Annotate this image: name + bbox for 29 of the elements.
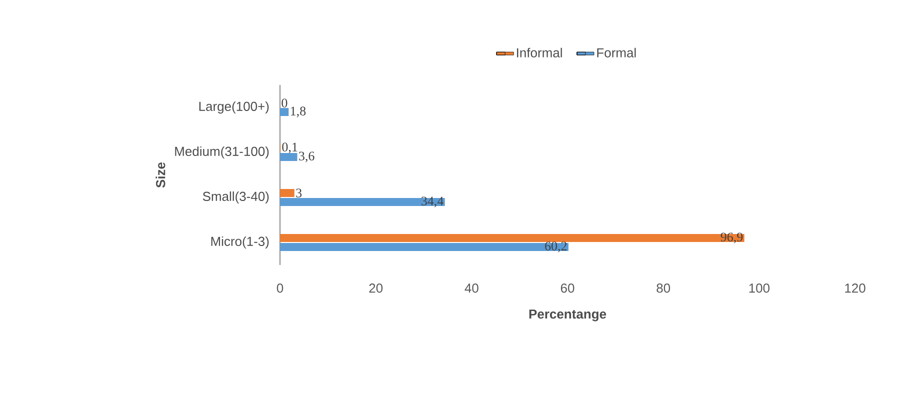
data-label: 1,8 xyxy=(290,106,306,118)
bar xyxy=(280,189,294,197)
x-tick-label: 40 xyxy=(464,284,478,293)
x-tick-label: 60 xyxy=(560,284,574,293)
y-tick-label: Medium(31-100) xyxy=(175,146,269,159)
x-tick-label: 80 xyxy=(656,284,670,293)
bar xyxy=(280,153,298,161)
y-tick-label: Micro(1-3) xyxy=(211,236,269,249)
x-axis-title: Percentange xyxy=(529,310,606,322)
data-label: 3,6 xyxy=(299,152,314,162)
data-label: 3 xyxy=(296,188,302,198)
data-label: 0 xyxy=(282,98,288,108)
bar xyxy=(280,108,289,116)
x-tick-label: 120 xyxy=(845,284,866,293)
x-tick-label: 20 xyxy=(369,284,383,293)
data-label: 60,2 xyxy=(545,242,567,252)
bar xyxy=(280,198,445,206)
legend-label: Formal xyxy=(597,48,636,58)
bar xyxy=(280,243,568,251)
y-axis-title: Size xyxy=(156,162,166,188)
y-tick-label: Small(3-40) xyxy=(202,191,269,204)
data-label: 0,1 xyxy=(282,142,298,154)
y-tick-label: Large(100+) xyxy=(199,101,269,114)
data-label: 96,9 xyxy=(720,232,743,244)
x-tick-label: 0 xyxy=(276,284,284,293)
data-label: 34,4 xyxy=(422,196,444,208)
x-tick-label: 100 xyxy=(749,284,770,293)
bar xyxy=(280,234,744,242)
legend-label: Informal xyxy=(517,48,562,58)
